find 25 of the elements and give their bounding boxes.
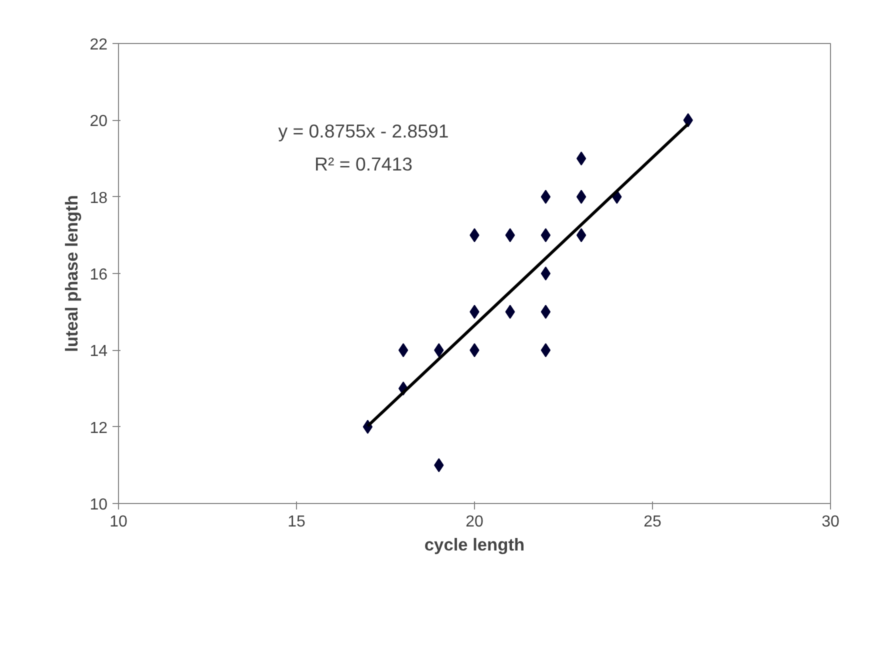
y-tick-label: 22 [90, 36, 108, 54]
y-tick-label: 14 [90, 343, 108, 360]
point [576, 228, 586, 242]
point [540, 228, 551, 242]
annotation: y = 0.8755x - 2.8591 [278, 120, 449, 142]
x-tick-label: 10 [110, 514, 128, 530]
y-tick-label: 10 [90, 496, 108, 514]
y-tick-label: 12 [90, 420, 108, 437]
point [540, 343, 551, 358]
point [576, 190, 586, 204]
x-tick-label: 30 [822, 514, 840, 530]
x-tick-label: 15 [288, 514, 306, 530]
y-tick-label: 20 [90, 113, 108, 130]
point [576, 152, 586, 166]
y-tick-label: 18 [90, 190, 108, 207]
point [540, 304, 551, 319]
x-tick-label: 25 [644, 514, 662, 530]
point [398, 343, 408, 358]
y-axis-title: luteal phase length [62, 195, 82, 352]
point [540, 190, 551, 204]
x-axis-title: cycle length [424, 534, 525, 554]
point [540, 266, 551, 280]
x-tick-label: 20 [466, 514, 484, 530]
y-tick-label: 16 [90, 266, 108, 284]
annotation: R² = 0.7413 [314, 154, 413, 174]
